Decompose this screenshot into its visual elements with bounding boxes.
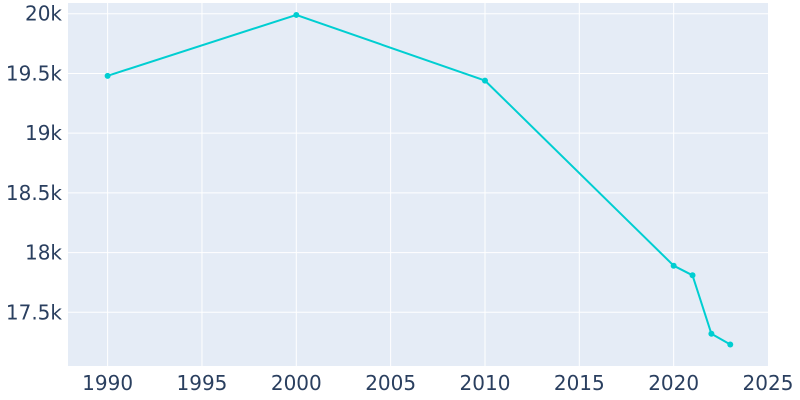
y-tick-label: 17.5k [6,300,63,324]
y-axis-ticks: 17.5k 18k 18.5k 19k 19.5k 20k [6,2,63,325]
y-tick-label: 19k [25,121,62,145]
x-gridlines [107,3,675,366]
y-tick-label: 20k [25,2,62,26]
data-point[interactable] [727,341,734,348]
y-tick-label: 19.5k [6,61,63,85]
data-points [104,11,734,348]
x-tick-label: 2000 [271,371,322,395]
data-point[interactable] [689,272,696,279]
y-gridlines [68,13,768,313]
x-tick-label: 2025 [743,371,794,395]
data-point[interactable] [293,11,300,18]
data-point[interactable] [104,72,111,79]
y-tick-label: 18k [25,241,62,265]
data-point[interactable] [708,330,715,337]
x-tick-label: 2005 [365,371,416,395]
x-tick-label: 1990 [82,371,133,395]
x-axis-ticks: 1990 1995 2000 2005 2010 2015 2020 2025 [82,371,793,395]
data-point[interactable] [670,262,677,269]
plot-background [68,3,768,366]
y-tick-label: 18.5k [6,181,63,205]
x-tick-label: 2015 [554,371,605,395]
x-tick-label: 1995 [177,371,228,395]
data-point[interactable] [481,77,488,84]
x-tick-label: 2010 [460,371,511,395]
x-tick-label: 2020 [648,371,699,395]
